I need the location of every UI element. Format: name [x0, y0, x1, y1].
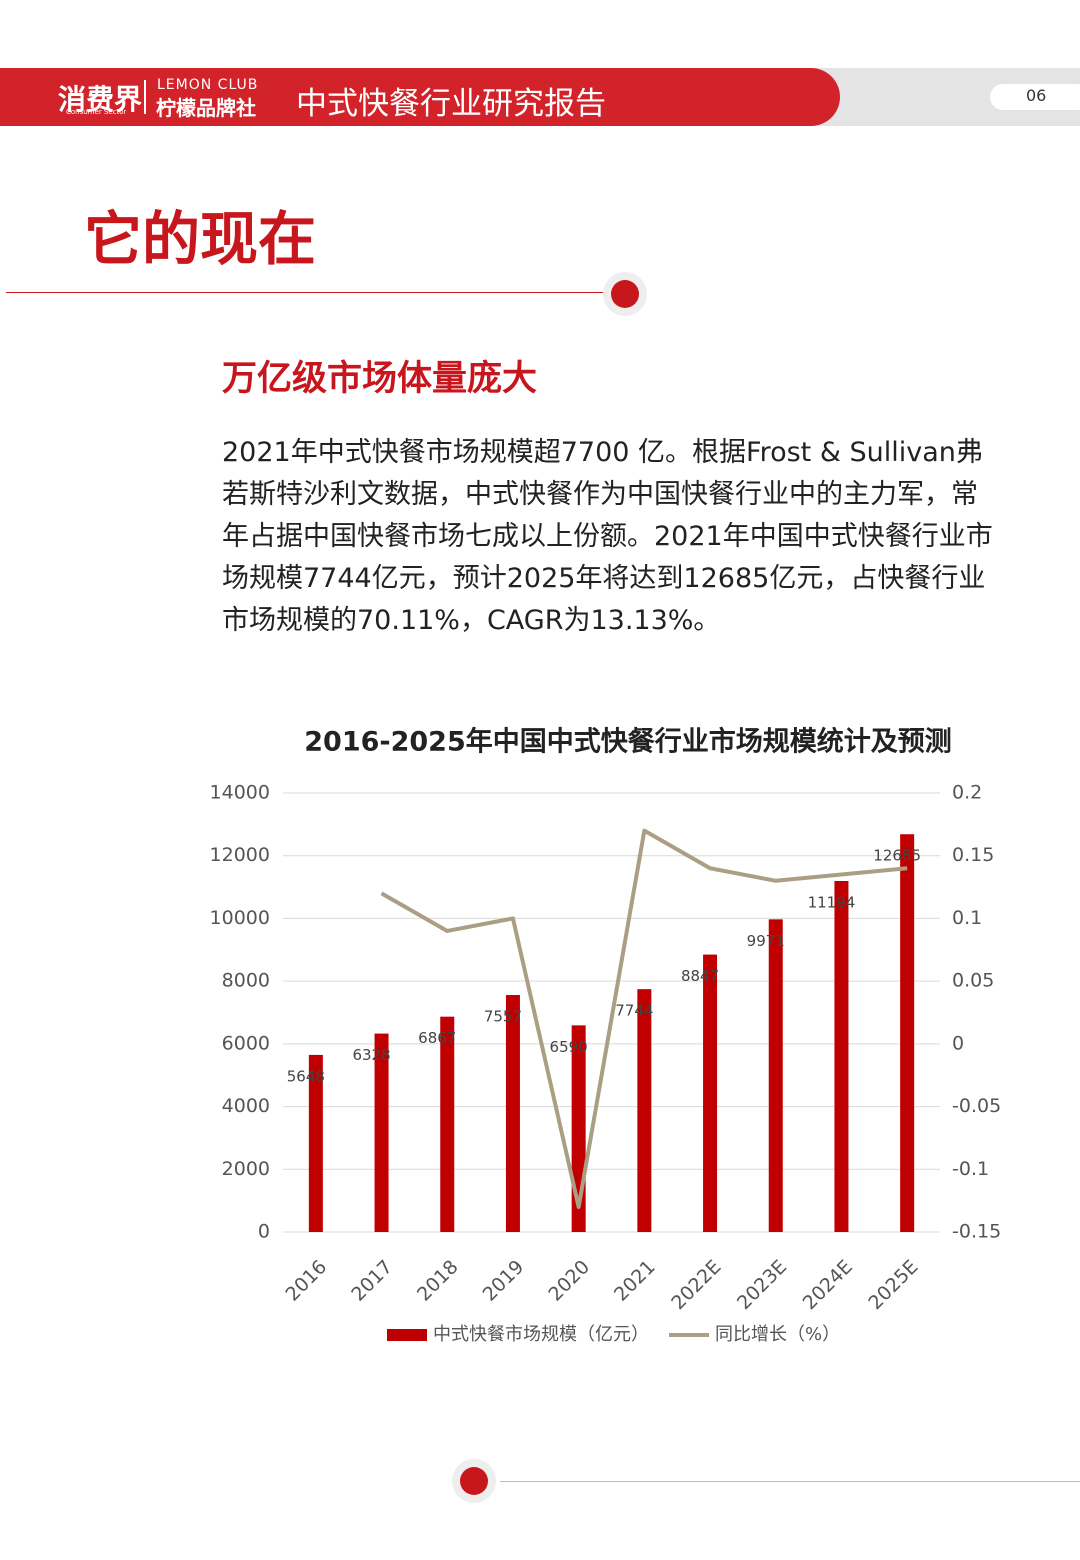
- bar: [768, 919, 783, 1232]
- club: LEMON CLUB: [157, 77, 259, 93]
- y2-tick-label: -0.15: [952, 1221, 1001, 1243]
- x-tick-label: 2024E: [799, 1256, 857, 1314]
- value-label: 6590: [550, 1038, 588, 1056]
- value-label: 5648: [287, 1067, 325, 1085]
- x-tick-label: 2020: [544, 1256, 594, 1306]
- chart-title: 2016-2025年中国中式快餐行业市场规模统计及预测: [304, 726, 952, 758]
- dot: [460, 1467, 488, 1495]
- logo-sub: Consumer Sector: [66, 108, 127, 116]
- rule: [6, 292, 606, 293]
- legend-swatch: [387, 1329, 427, 1341]
- bar: [834, 880, 849, 1232]
- header-red-band: [0, 68, 840, 126]
- page-number: 06: [1026, 86, 1047, 105]
- bar: [440, 1016, 455, 1232]
- x-tick-label: 2021: [610, 1256, 660, 1306]
- y-tick-label: 8000: [222, 970, 270, 992]
- y-tick-label: 0: [258, 1221, 270, 1243]
- x-tick-label: 2023E: [733, 1256, 791, 1314]
- legend-label: 中式快餐市场规模（亿元）: [433, 1324, 649, 1345]
- club-cn: 柠檬品牌社: [156, 96, 256, 120]
- bar: [900, 834, 915, 1232]
- page-pill: [990, 84, 1080, 110]
- value-label: 6867: [418, 1029, 456, 1047]
- x-tick-label: 2025E: [864, 1256, 922, 1314]
- logo: 消费界: [58, 83, 143, 116]
- bar: [637, 989, 652, 1232]
- value-label: 12685: [873, 847, 921, 865]
- value-label: 6328: [352, 1046, 390, 1064]
- y-tick-label: 6000: [222, 1032, 270, 1054]
- y-tick-label: 14000: [210, 782, 270, 804]
- header-title: 中式快餐行业研究报告: [296, 86, 606, 122]
- y2-tick-label: 0.1: [952, 907, 982, 929]
- y2-tick-label: 0: [952, 1032, 964, 1054]
- chart: 2016-2025年中国中式快餐行业市场规模统计及预测 0 2000 4000 600…: [210, 726, 1002, 1346]
- section-title: 它的现在: [84, 205, 317, 273]
- y-tick-label: 4000: [222, 1095, 270, 1117]
- x-tick-label: 2018: [413, 1256, 463, 1306]
- x-tick-label: 2017: [347, 1256, 397, 1306]
- y2-tick-label: -0.1: [952, 1158, 989, 1180]
- y-tick-label: 2000: [222, 1158, 270, 1180]
- legend-label: 同比增长（%）: [715, 1324, 840, 1345]
- value-label: 7744: [615, 1002, 653, 1020]
- value-label: 7557: [484, 1008, 522, 1026]
- value-label: 11194: [808, 893, 856, 911]
- y-tick-label: 10000: [210, 907, 270, 929]
- x-tick-label: 2019: [479, 1256, 529, 1306]
- subtitle: 万亿级市场体量庞大: [222, 359, 538, 399]
- y2-tick-label: 0.2: [952, 782, 982, 804]
- value-label: 8847: [681, 967, 719, 985]
- bar: [505, 995, 520, 1232]
- divider: [144, 80, 146, 114]
- rule: [500, 1481, 1080, 1482]
- x-tick-label: 2016: [282, 1256, 332, 1306]
- y2-tick-label: 0.05: [952, 970, 994, 992]
- y-tick-label: 12000: [210, 844, 270, 866]
- x-tick-label: 2022E: [667, 1256, 725, 1314]
- value-label: 9971: [747, 932, 785, 950]
- line: [380, 828, 908, 1209]
- y2-tick-label: 0.15: [952, 844, 994, 866]
- bar: [308, 1054, 323, 1232]
- y2-tick-label: -0.05: [952, 1095, 1001, 1117]
- dot: [611, 280, 639, 308]
- bar: [703, 954, 718, 1232]
- bar: [374, 1033, 389, 1232]
- body-text: 2021年中式快餐市场规模超7700 亿。根据Frost & Sullivan弗…: [222, 437, 993, 636]
